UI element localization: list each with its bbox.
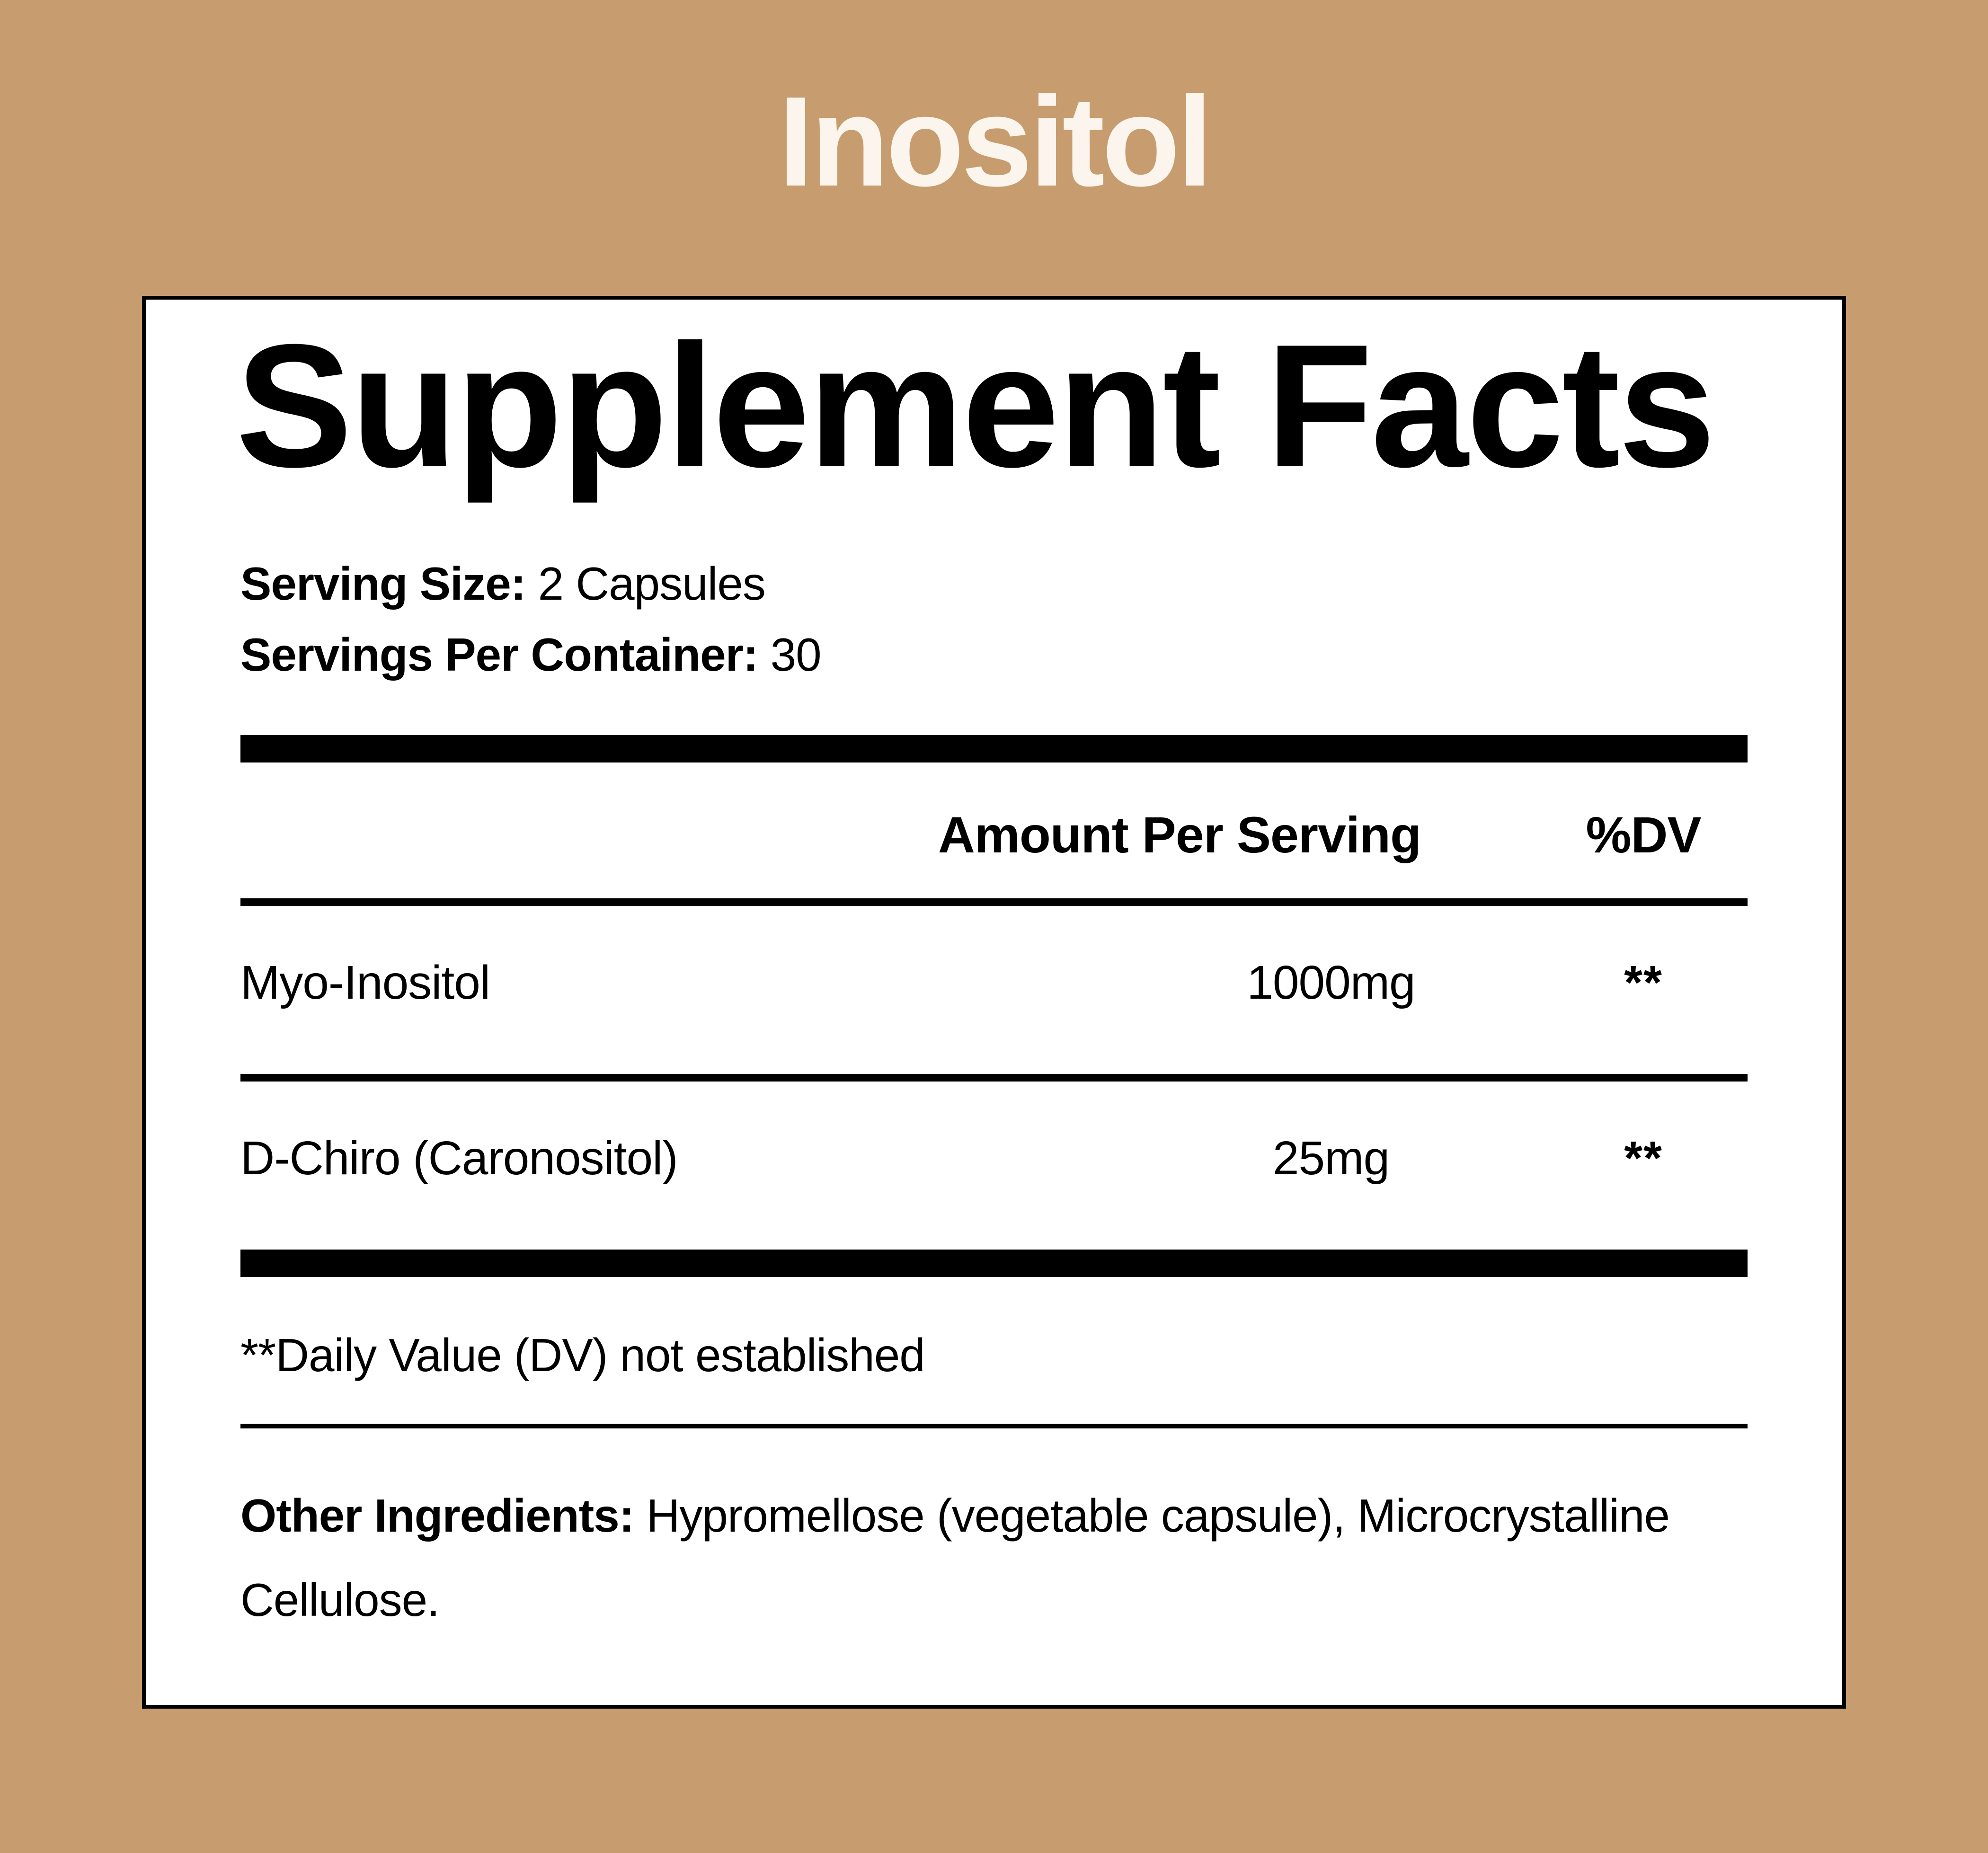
row-divider-rule bbox=[240, 1074, 1748, 1082]
servings-per-container-line: Servings Per Container: 30 bbox=[240, 621, 1748, 688]
table-header-row: Amount Per Serving %DV bbox=[240, 762, 1748, 898]
ingredient-amount: 25mg bbox=[1272, 1132, 1390, 1185]
ingredient-dv: ** bbox=[1624, 1132, 1663, 1185]
footnote-divider-rule bbox=[240, 1424, 1748, 1428]
other-ingredients-label: Other Ingredients: bbox=[240, 1489, 634, 1542]
product-title: Inositol bbox=[778, 71, 1213, 213]
ingredient-name: Myo-Inositol bbox=[240, 956, 490, 1009]
supplement-facts-panel: Supplement Facts Serving Size: 2 Capsule… bbox=[142, 296, 1846, 1709]
percent-dv-header: %DV bbox=[1586, 806, 1701, 863]
daily-value-footnote: **Daily Value (DV) not established bbox=[240, 1329, 925, 1381]
other-ingredients: Other Ingredients: Hypromellose (vegetab… bbox=[240, 1473, 1748, 1670]
table-row: D-Chiro (Caronositol) 25mg ** bbox=[240, 1082, 1748, 1250]
ingredient-dv: ** bbox=[1624, 956, 1663, 1009]
table-row: Myo-Inositol 1000mg ** bbox=[240, 906, 1748, 1074]
ingredient-amount: 1000mg bbox=[1247, 956, 1415, 1009]
supplement-facts-heading: Supplement Facts bbox=[236, 308, 1716, 504]
serving-size-line: Serving Size: 2 Capsules bbox=[240, 550, 1748, 617]
amount-per-serving-header: Amount Per Serving bbox=[938, 806, 1421, 863]
table-bottom-rule bbox=[240, 1250, 1748, 1277]
other-ingredients-value: Hypromellose (vegetable capsule), Microc… bbox=[240, 1489, 1670, 1626]
ingredient-name: D-Chiro (Caronositol) bbox=[240, 1132, 678, 1185]
servings-per-container-label: Servings Per Container: bbox=[240, 629, 758, 681]
serving-size-value: 2 Capsules bbox=[525, 558, 766, 610]
serving-size-label: Serving Size: bbox=[240, 558, 526, 610]
servings-per-container-value: 30 bbox=[758, 629, 822, 681]
header-divider-rule bbox=[240, 898, 1748, 906]
table-top-rule bbox=[240, 735, 1748, 762]
